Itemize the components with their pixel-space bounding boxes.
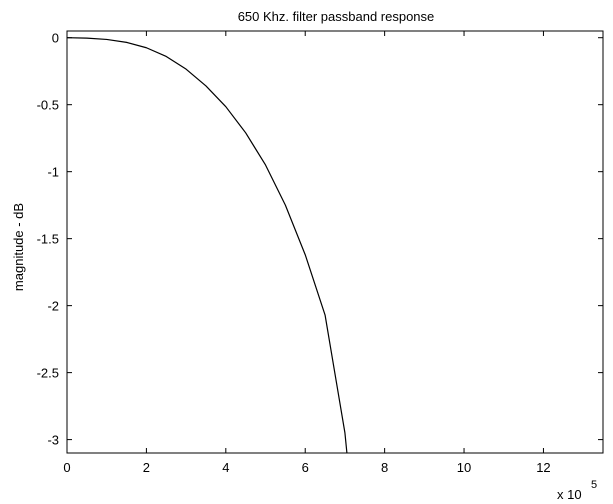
y-axis-ticks: 0 -0.5 -1 -1.5 -2 -2.5 -3 <box>37 31 603 448</box>
chart-title: 650 Khz. filter passband response <box>238 9 435 24</box>
y-tick-label: -1.5 <box>37 232 59 247</box>
x-tick-label: 6 <box>302 460 309 475</box>
x-tick-label: 0 <box>63 460 70 475</box>
y-tick-label: -0.5 <box>37 98 59 113</box>
x-tick-label: 2 <box>143 460 150 475</box>
x-multiplier-label: x 10 <box>557 487 582 502</box>
x-multiplier: x 10 5 <box>557 479 597 502</box>
y-tick-label: 0 <box>52 31 59 46</box>
x-axis-ticks: 0 2 4 6 8 10 12 <box>63 31 551 475</box>
y-tick-label: -1 <box>47 165 59 180</box>
y-tick-label: -3 <box>47 433 59 448</box>
x-tick-label: 4 <box>222 460 229 475</box>
series-line <box>66 37 348 454</box>
x-multiplier-exponent: 5 <box>591 479 597 491</box>
y-tick-label: -2.5 <box>37 366 59 381</box>
plot-area <box>66 30 604 454</box>
x-tick-label: 8 <box>381 460 388 475</box>
x-tick-label: 10 <box>457 460 471 475</box>
x-tick-label: 12 <box>536 460 550 475</box>
y-tick-label: -2 <box>47 299 59 314</box>
y-axis-label: magnitude - dB <box>11 203 26 291</box>
series-group <box>66 37 348 454</box>
